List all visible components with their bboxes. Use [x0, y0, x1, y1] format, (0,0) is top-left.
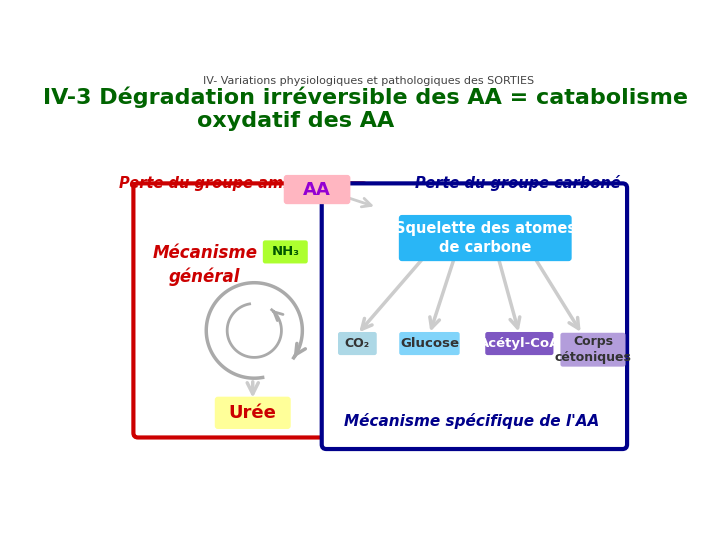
FancyBboxPatch shape: [133, 184, 367, 437]
Text: AA: AA: [303, 180, 331, 199]
Text: CO₂: CO₂: [345, 337, 370, 350]
FancyBboxPatch shape: [322, 184, 627, 449]
Text: oxydatif des AA: oxydatif des AA: [197, 111, 394, 131]
Text: Perte du groupe carboné: Perte du groupe carboné: [415, 175, 621, 191]
FancyBboxPatch shape: [399, 215, 572, 261]
FancyBboxPatch shape: [485, 332, 554, 355]
Text: Acétyl-CoA: Acétyl-CoA: [479, 337, 560, 350]
Text: Corps
cétoniques: Corps cétoniques: [554, 335, 631, 364]
FancyBboxPatch shape: [263, 240, 307, 264]
Text: Glucose: Glucose: [400, 337, 459, 350]
FancyBboxPatch shape: [399, 332, 459, 355]
Text: NH₃: NH₃: [271, 245, 300, 259]
Text: Squelette des atomes
de carbone: Squelette des atomes de carbone: [395, 221, 576, 255]
FancyBboxPatch shape: [284, 175, 351, 204]
FancyBboxPatch shape: [338, 332, 377, 355]
Text: Mécanisme spécifique de l'AA: Mécanisme spécifique de l'AA: [344, 413, 600, 429]
Text: Urée: Urée: [229, 404, 276, 422]
FancyBboxPatch shape: [560, 333, 626, 367]
Text: Perte du groupe aminé: Perte du groupe aminé: [120, 175, 309, 191]
Text: Mécanisme
général: Mécanisme général: [152, 244, 257, 286]
FancyBboxPatch shape: [215, 397, 291, 429]
Text: IV- Variations physiologiques et pathologiques des SORTIES: IV- Variations physiologiques et patholo…: [204, 76, 534, 85]
Text: IV-3 Dégradation irréversible des AA = catabolisme: IV-3 Dégradation irréversible des AA = c…: [42, 86, 688, 108]
